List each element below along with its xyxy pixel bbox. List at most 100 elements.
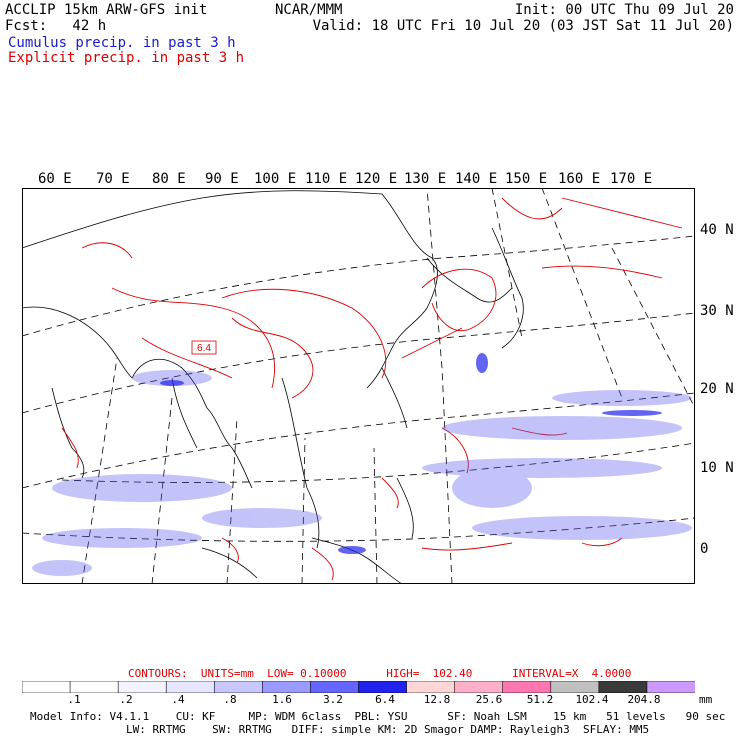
- lat-line: [22, 235, 695, 337]
- lon-label: 70 E: [96, 171, 130, 187]
- precip-area: [472, 516, 692, 540]
- precip-contour: [501, 197, 563, 220]
- precip-contour: [231, 317, 314, 399]
- lon-label: 170 E: [610, 171, 653, 187]
- precip-area: [442, 416, 682, 440]
- lon-label: 160 E: [558, 171, 601, 187]
- lon-label: 120 E: [355, 171, 398, 187]
- lat-label: 40 N: [700, 222, 734, 238]
- colorbar-swatch: [165, 681, 216, 693]
- precip-area: [42, 528, 202, 548]
- colorbar-swatch: [502, 681, 552, 693]
- lon-label: 60 E: [38, 171, 72, 187]
- cumulus-precip-strong: [160, 353, 662, 554]
- colorbar-swatch: [598, 681, 648, 693]
- lon-line: [541, 188, 623, 399]
- colorbar-tick: 102.4: [575, 693, 609, 706]
- precip-contour: [81, 242, 133, 259]
- coastlines: [22, 190, 524, 584]
- coast-korea: [426, 257, 513, 303]
- legend-cumulus: Cumulus precip. in past 3 h: [8, 35, 236, 51]
- coast-borneo: [311, 537, 403, 584]
- valid-time: Valid: 18 UTC Fri 10 Jul 20 (03 JST Sat …: [312, 18, 734, 34]
- graticule: [22, 188, 695, 584]
- coast-sumatra: [201, 547, 258, 579]
- colorbar-tick: 12.8: [423, 693, 451, 706]
- map-frame: [22, 188, 695, 584]
- contour-label: 6.4: [197, 343, 211, 354]
- lon-label: 140 E: [455, 171, 498, 187]
- colorbar-swatch: [310, 681, 360, 693]
- colorbar-tick: .2: [119, 693, 133, 706]
- colorbar-tick: 51.2: [526, 693, 554, 706]
- colorbar-swatch: [69, 681, 119, 693]
- model-info-line2: LW: RRTMG SW: RRTMG DIFF: simple KM: 2D …: [126, 723, 650, 736]
- init-time: Init: 00 UTC Thu 09 Jul 20: [514, 2, 734, 18]
- cumulus-precip: [32, 370, 692, 576]
- colorbar-tick: 1.6: [272, 693, 292, 706]
- lat-line: [22, 392, 695, 489]
- precip-contour: [61, 427, 79, 469]
- precip-area: [160, 380, 184, 386]
- precip-field: [32, 197, 692, 581]
- lat-label: 0: [700, 541, 709, 557]
- lon-line: [426, 188, 453, 584]
- lon-line: [611, 247, 695, 409]
- precip-map: 6.4: [22, 188, 695, 584]
- precip-contour: [541, 265, 663, 279]
- lon-label: 100 E: [254, 171, 297, 187]
- precip-area: [476, 353, 488, 373]
- legend-explicit: Explicit precip. in past 3 h: [8, 50, 245, 66]
- contour-label-box: [191, 340, 217, 355]
- coast-asia: [22, 190, 438, 389]
- precip-contour: [401, 327, 463, 359]
- colorbar-tick: 204.8: [627, 693, 661, 706]
- lon-line: [373, 447, 378, 584]
- precip-contour: [221, 537, 239, 564]
- precip-area: [452, 468, 532, 508]
- colorbar-swatch: [406, 681, 456, 693]
- precip-contour: [581, 537, 623, 547]
- forecast-hour: Fcst: 42 h: [5, 18, 107, 34]
- precip-area: [338, 546, 366, 554]
- precip-contour: [221, 288, 387, 379]
- colorbar-swatch: [117, 681, 168, 693]
- precip-contour: [421, 542, 513, 551]
- lon-label: 110 E: [305, 171, 348, 187]
- lat-line: [22, 312, 695, 414]
- lon-label: 80 E: [152, 171, 186, 187]
- precip-contour: [381, 477, 399, 509]
- precip-area: [202, 508, 322, 528]
- colorbar-tick: 25.6: [475, 693, 503, 706]
- colorbar-tick: 6.4: [375, 693, 395, 706]
- colorbar-tick: .8: [223, 693, 237, 706]
- coast-india-east: [171, 377, 198, 449]
- lat-line: [61, 442, 695, 483]
- center-label: NCAR/MMM: [275, 2, 343, 18]
- coast-philippines: [396, 477, 414, 539]
- colorbar-swatch: [646, 681, 695, 693]
- explicit-precip: [61, 197, 683, 581]
- precip-area: [52, 474, 232, 502]
- lon-label: 90 E: [205, 171, 239, 187]
- lon-label: 150 E: [505, 171, 548, 187]
- lat-label: 10 N: [700, 460, 734, 476]
- colorbar-units: mm: [699, 693, 713, 706]
- model-info-line1: Model Info: V4.1.1 CU: KF MP: WDM 6class…: [30, 710, 726, 723]
- colorbar-tick: .1: [67, 693, 81, 706]
- coast-china-east: [381, 367, 408, 429]
- colorbar-tick: .4: [171, 693, 185, 706]
- precip-area: [602, 410, 662, 416]
- colorbar-tick: 3.2: [323, 693, 343, 706]
- title-left: ACCLIP 15km ARW-GFS init: [5, 2, 208, 18]
- colorbar-swatch: [22, 681, 71, 693]
- lat-label: 20 N: [700, 381, 734, 397]
- coast-south-asia: [22, 306, 253, 489]
- coast-india-west: [51, 387, 85, 479]
- precip-contour: [441, 427, 469, 474]
- precip-contour: [511, 427, 568, 436]
- colorbar-swatch: [213, 681, 264, 693]
- precip-area: [32, 560, 92, 576]
- precip-contour: [421, 268, 497, 331]
- lon-line: [81, 357, 118, 584]
